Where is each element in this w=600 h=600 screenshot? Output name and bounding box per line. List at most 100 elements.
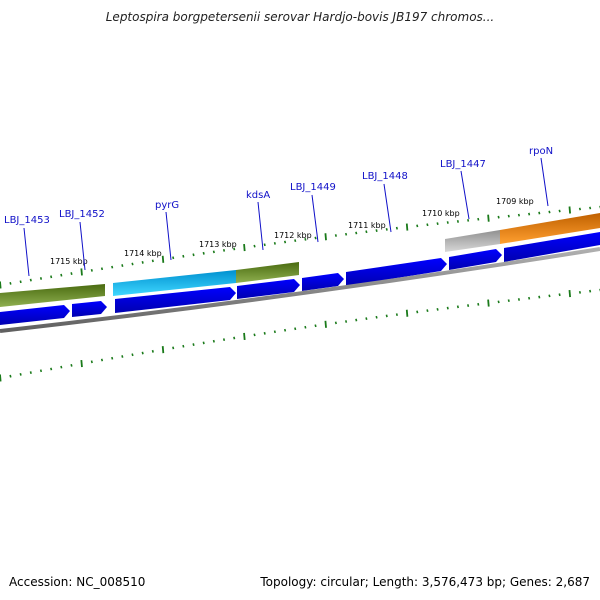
inner-tick-56 (568, 289, 571, 298)
outer-tick-3 (29, 278, 32, 282)
outer-tick-28 (283, 240, 287, 244)
inner-tick-23 (233, 336, 236, 340)
inner-tick-48 (487, 299, 490, 307)
outer-tick-48 (487, 214, 490, 222)
gene-label-lbj-1448[interactable]: LBJ_1448 (362, 171, 408, 182)
inner-tick-13 (131, 353, 134, 357)
gene-arrow-lbj-1453 (0, 305, 70, 325)
leader-rpon (540, 157, 549, 207)
outer-tick-44 (446, 221, 449, 224)
inner-tick-46 (467, 304, 470, 307)
gene-label-lbj-1452[interactable]: LBJ_1452 (59, 209, 105, 220)
kbp-label-1711: 1711 kbp (348, 221, 386, 230)
outer-tick-24 (243, 243, 246, 252)
outer-tick-31 (314, 236, 317, 240)
accession-label: Accession: NC_008510 (9, 575, 146, 589)
leader-kdsa (257, 201, 264, 251)
outer-tick-15 (151, 259, 154, 263)
inner-tick-25 (253, 333, 256, 337)
inner-tick-26 (263, 331, 266, 335)
inner-tick-52 (528, 296, 531, 300)
gene-labels: LBJ_1453 LBJ_1452 pyrG kdsA LBJ_1449 LBJ… (4, 146, 553, 277)
gene-label-lbj-1447[interactable]: LBJ_1447 (440, 159, 486, 170)
inner-tick-14 (141, 351, 144, 355)
gene-label-lbj-1449[interactable]: LBJ_1449 (290, 182, 336, 193)
outer-tick-5 (50, 275, 53, 279)
outer-tick-45 (456, 220, 460, 223)
outer-tick-47 (477, 217, 480, 221)
outer-tick-6 (60, 273, 63, 277)
outer-tick-29 (294, 239, 297, 243)
outer-tick-46 (467, 218, 470, 222)
outer-tick-16 (161, 255, 165, 263)
gene-label-rpon[interactable]: rpoN (529, 146, 553, 157)
inner-tick-3 (29, 371, 32, 374)
inner-tick-36 (365, 317, 368, 321)
inner-tick-44 (446, 306, 449, 310)
outer-tick-56 (568, 206, 571, 214)
gene-label-lbj-1453[interactable]: LBJ_1453 (4, 215, 50, 226)
kbp-label-1713: 1713 kbp (199, 240, 237, 249)
inner-tick-49 (497, 300, 500, 304)
outer-tick-9 (90, 268, 93, 272)
kbp-labels: 1715 kbp 1714 kbp 1713 kbp 1712 kbp 1711… (50, 197, 534, 266)
gene-arrow-lbj-1448 (346, 258, 447, 286)
outer-tick-13 (131, 262, 134, 266)
inner-tick-33 (334, 321, 337, 325)
inner-tick-35 (355, 318, 358, 322)
inner-tick-8 (80, 360, 83, 368)
gene-arrow-rpon (504, 232, 600, 262)
inner-tick-32 (324, 320, 327, 328)
inner-tick-57 (578, 290, 582, 294)
leader-lbj-1452 (79, 221, 86, 271)
gene-label-kdsa[interactable]: kdsA (246, 190, 270, 201)
inner-tick-1 (9, 374, 12, 378)
outer-tick-26 (263, 243, 266, 247)
inner-tick-11 (111, 356, 114, 360)
inner-tick-17 (172, 346, 175, 350)
outer-tick-18 (182, 254, 185, 258)
inner-tick-42 (426, 309, 429, 313)
outer-tick-57 (578, 207, 582, 211)
gene-label-pyrg[interactable]: pyrG (155, 200, 179, 211)
outer-tick-27 (273, 241, 276, 245)
inner-tick-9 (90, 360, 93, 364)
inner-tick-21 (212, 339, 215, 343)
outer-tick-42 (426, 223, 429, 227)
inner-tick-15 (151, 349, 154, 353)
cog-segment-gray (445, 230, 500, 252)
leader-lbj-1449 (311, 194, 319, 243)
kbp-label-1714: 1714 kbp (124, 249, 162, 258)
outer-tick-58 (589, 206, 592, 210)
outer-tick-4 (39, 277, 43, 280)
outer-tick-40 (405, 223, 409, 231)
topology-label: Topology: circular; Length: 3,576,473 bp… (260, 575, 590, 589)
inner-tick-30 (304, 325, 307, 329)
inner-tick-6 (60, 365, 63, 369)
inner-tick-50 (507, 299, 510, 303)
outer-tick-53 (538, 211, 541, 215)
cog-segment-olive-left (0, 284, 105, 307)
inner-tick-24 (243, 332, 246, 341)
inner-tick-34 (344, 320, 348, 323)
outer-tick-49 (497, 215, 500, 219)
inner-tick-28 (283, 328, 287, 332)
inner-tick-22 (222, 338, 226, 342)
gene-arrow-pyrg (115, 287, 236, 313)
inner-tick-10 (100, 358, 104, 362)
kbp-label-1712: 1712 kbp (274, 231, 312, 240)
inner-tick-20 (202, 341, 205, 345)
outer-tick-25 (253, 244, 256, 248)
outer-tick-39 (395, 226, 398, 230)
inner-tick-40 (405, 309, 409, 317)
inner-tick-39 (395, 313, 398, 316)
inner-tick-12 (121, 355, 124, 358)
inner-tick-58 (589, 289, 592, 293)
outer-tick-41 (416, 224, 419, 228)
outer-tick-43 (436, 222, 439, 226)
outer-tick-11 (111, 265, 114, 269)
inner-tick-7 (70, 363, 73, 367)
inner-tick-29 (294, 327, 297, 331)
inner-tick-37 (375, 315, 378, 319)
leader-lbj-1447 (460, 170, 470, 220)
